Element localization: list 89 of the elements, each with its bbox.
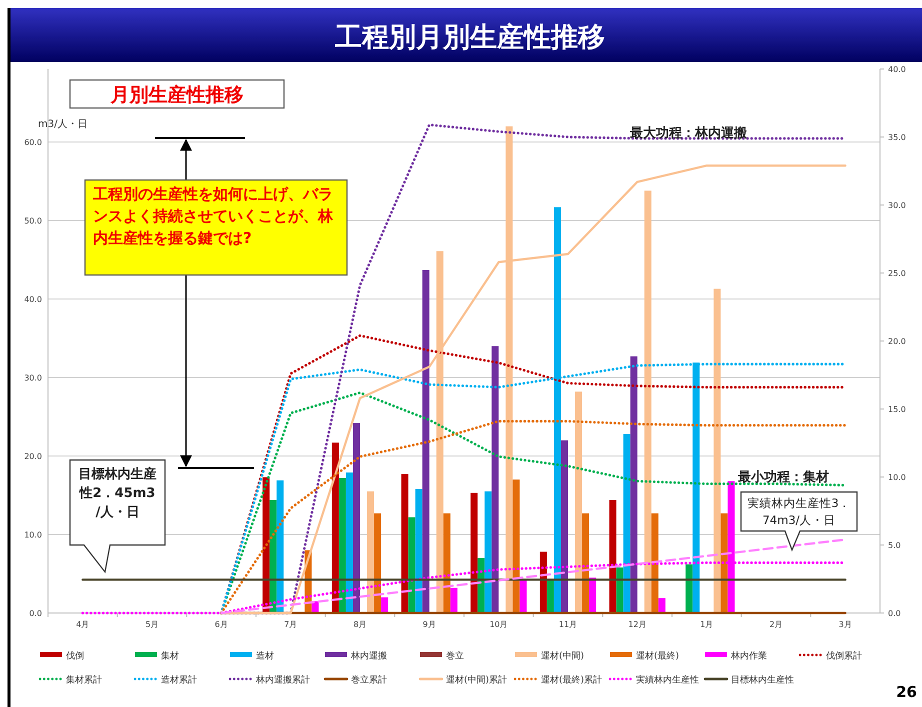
x-tick-label: 12月 — [628, 620, 646, 629]
bar — [651, 513, 658, 613]
bar — [546, 579, 554, 613]
x-tick-label: 3月 — [838, 620, 852, 629]
bar — [443, 513, 450, 613]
bar — [408, 517, 416, 613]
x-tick-label: 2月 — [769, 620, 783, 629]
y2-tick-label: 20.0 — [888, 337, 906, 346]
bar — [401, 474, 408, 613]
bar — [381, 597, 388, 613]
y-tick-label: 0.0 — [29, 609, 42, 618]
annotation: 最小功程：集材 — [737, 470, 829, 485]
bar — [630, 356, 638, 613]
bar — [450, 588, 458, 613]
bar — [270, 500, 277, 613]
bar — [623, 434, 630, 613]
bar — [374, 513, 382, 613]
y2-tick-label: 30.0 — [888, 201, 906, 210]
y2-tick-label: 15.0 — [888, 405, 906, 414]
annotation: 目標林内生産性2．45m3/人・日 — [78, 466, 156, 520]
bar — [616, 567, 624, 613]
bar — [560, 440, 568, 613]
legend-label: 造材累計 — [161, 674, 197, 686]
bar — [422, 270, 430, 613]
y-tick-label: 50.0 — [24, 216, 42, 226]
y2-tick-label: 25.0 — [888, 269, 906, 278]
bar — [367, 491, 374, 613]
x-tick-label: 5月 — [145, 620, 159, 629]
bar — [352, 423, 360, 613]
bar — [415, 488, 422, 613]
legend-label: 実績林内生産性 — [636, 674, 699, 686]
legend-label: 伐倒累計 — [826, 650, 862, 662]
y2-tick-label: 40.0 — [888, 65, 906, 74]
x-tick-label: 9月 — [422, 620, 436, 629]
x-tick-label: 8月 — [353, 620, 367, 629]
x-tick-label: 1月 — [700, 620, 714, 629]
bar — [720, 513, 728, 613]
y-tick-label: 30.0 — [24, 374, 42, 382]
bar — [658, 598, 666, 613]
bar — [492, 346, 499, 613]
y2-tick-label: 0.0 — [888, 609, 901, 618]
text: 月別生産性推移 — [110, 84, 244, 106]
legend-label: 目標林内生産性 — [731, 674, 794, 686]
legend-label: 集材累計 — [66, 674, 102, 686]
annotation: 最大功程：林内運搬 — [629, 126, 748, 141]
legend-label: 巻立 — [446, 650, 464, 662]
legend-label: 運材(最終)累計 — [541, 674, 602, 686]
text: 26 — [896, 683, 917, 701]
x-tick-label: 10月 — [490, 620, 508, 629]
bar — [589, 578, 596, 613]
bar — [332, 442, 339, 613]
bar — [346, 472, 353, 613]
y2-tick-label: 35.0 — [888, 133, 906, 142]
bar — [338, 478, 346, 613]
y2-tick-label: 5.0 — [888, 541, 901, 550]
annotation: 工程別の生産性を如何に上げ、バランスよく持続させていくことが、林内生産性を握る鍵では? — [92, 185, 334, 247]
chart-title: 工程別月別生産性推移 — [334, 22, 605, 53]
legend-label: 集材 — [161, 650, 179, 662]
y-axis-title: m3/人・日 — [38, 119, 88, 130]
legend-label: 林内運搬 — [350, 650, 387, 662]
legend-label: 伐倒 — [66, 650, 84, 662]
bar — [484, 491, 492, 613]
bar — [512, 480, 520, 613]
y-tick-label: 20.0 — [24, 452, 42, 461]
bar — [575, 392, 582, 613]
y-tick-label: 40.0 — [24, 295, 42, 304]
y-tick-label: 60.0 — [24, 138, 42, 148]
bar — [714, 288, 721, 613]
x-tick-label: 7月 — [284, 620, 298, 629]
x-tick-label: 6月 — [214, 620, 228, 629]
bar — [520, 579, 527, 613]
bar — [276, 480, 284, 613]
bar — [686, 564, 693, 613]
bar — [470, 492, 478, 613]
bar — [582, 513, 590, 613]
x-tick-label: 11月 — [558, 620, 578, 629]
legend-label: 運材(中間)累計 — [446, 674, 508, 686]
legend-label: 林内作業 — [730, 650, 767, 662]
bar — [609, 500, 616, 613]
x-tick-label: 4月 — [76, 620, 90, 629]
annotation: 実績林内生産性3．74m3/人・日 — [747, 496, 851, 527]
legend-label: 林内運搬累計 — [255, 674, 310, 686]
bar — [644, 190, 652, 613]
legend-label: 運材(中間) — [541, 650, 584, 662]
legend-label: 巻立累計 — [351, 674, 387, 686]
y-tick-label: 10.0 — [24, 530, 42, 540]
y2-tick-label: 10.0 — [888, 473, 906, 482]
legend-label: 造材 — [256, 650, 274, 662]
legend-label: 運材(最終) — [636, 650, 680, 662]
